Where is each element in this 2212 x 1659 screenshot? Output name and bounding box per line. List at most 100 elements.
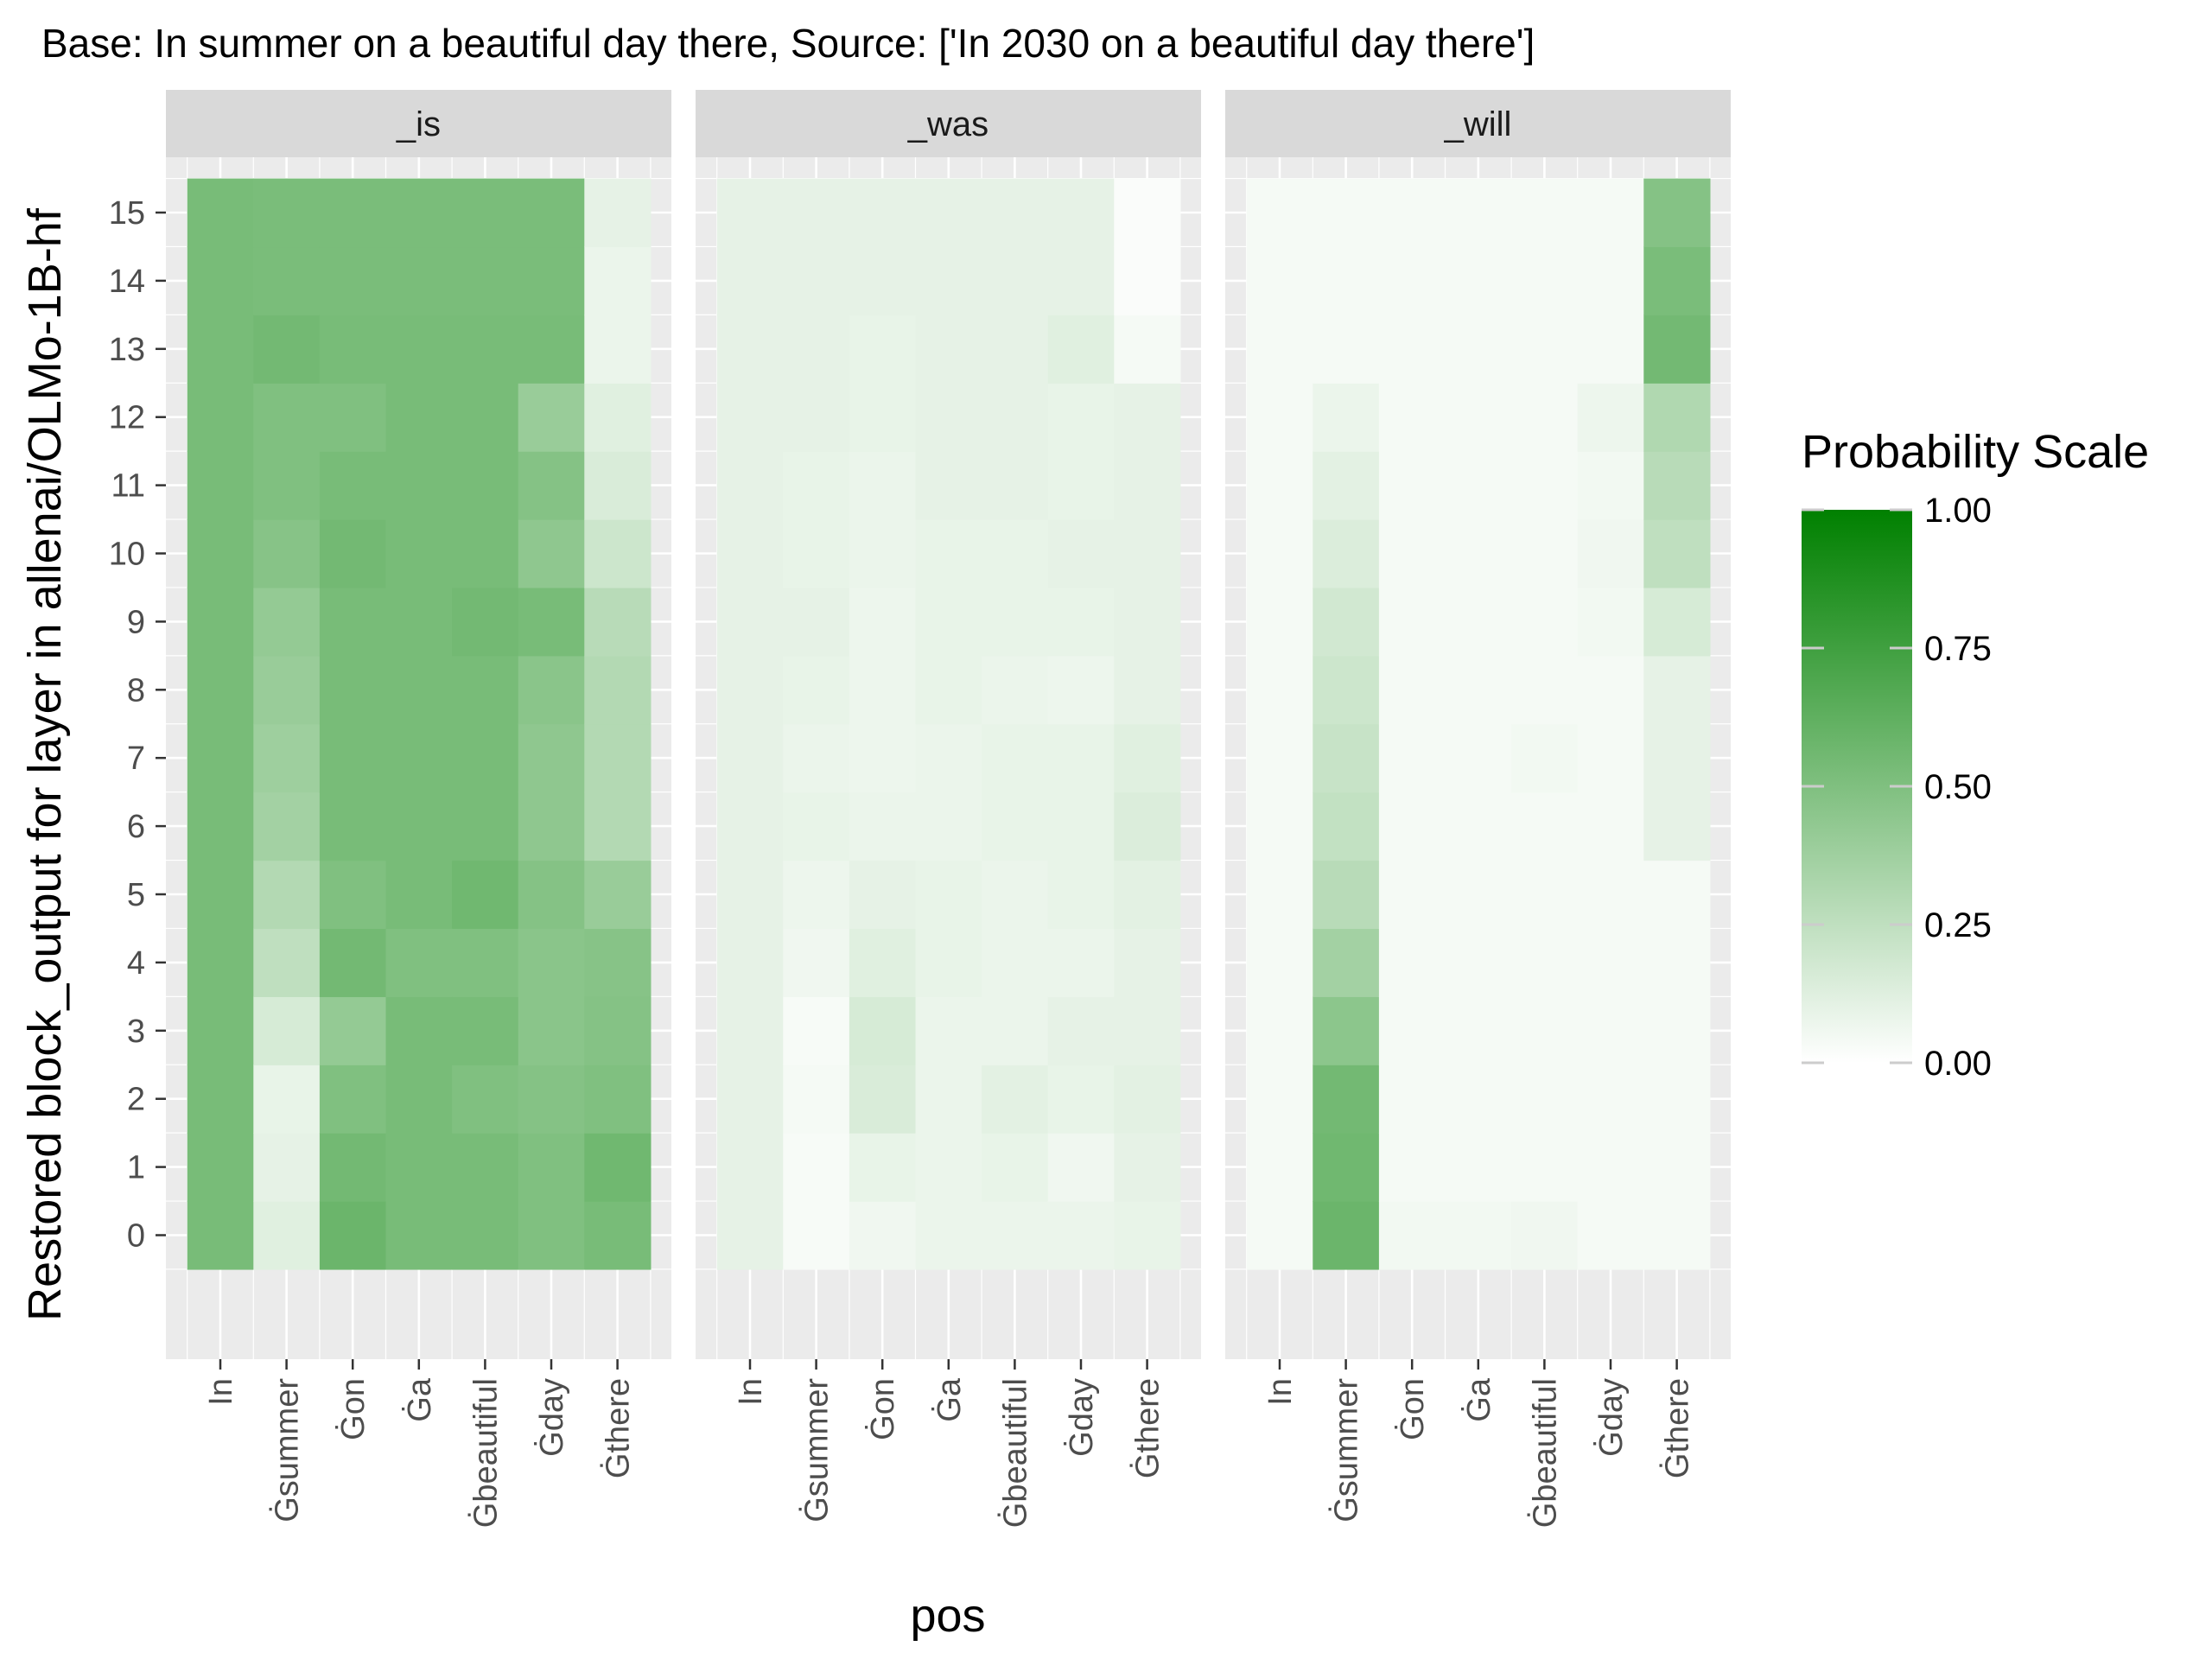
- heatmap-cell-was-0-13: [716, 315, 784, 384]
- heatmap-cell-is-0-5: [187, 860, 254, 930]
- heatmap-cell-will-1-8: [1313, 655, 1380, 725]
- heatmap-cell-is-4-11: [452, 451, 519, 520]
- heatmap-cell-is-2-12: [319, 383, 387, 452]
- heatmap-cell-will-0-9: [1246, 587, 1313, 657]
- heatmap-cell-is-1-10: [253, 519, 321, 588]
- heatmap-cell-was-3-1: [915, 1133, 982, 1202]
- y-tick-label: 11: [111, 468, 145, 505]
- heatmap-cell-is-2-5: [319, 860, 387, 930]
- heatmap-cell-is-6-3: [584, 996, 652, 1065]
- heatmap-cell-will-4-14: [1511, 246, 1579, 315]
- heatmap-cell-is-1-13: [253, 315, 321, 384]
- heatmap-cell-will-1-5: [1313, 860, 1380, 930]
- facet-strip: [696, 90, 1201, 157]
- heatmap-cell-was-6-14: [1114, 246, 1181, 315]
- facet-panel-will: _will In Ġsummer Ġon Ġa Ġbeautiful Ġday Ġthere: [1225, 90, 1731, 1528]
- heatmap-cell-will-4-10: [1511, 519, 1579, 588]
- heatmap-cell-will-2-2: [1378, 1065, 1446, 1134]
- heatmap-cell-will-3-2: [1445, 1065, 1512, 1134]
- heatmap-cell-was-1-13: [783, 315, 850, 384]
- heatmap-cell-will-3-13: [1445, 315, 1512, 384]
- heatmap-cell-was-6-2: [1114, 1065, 1181, 1134]
- heatmap-cell-is-0-10: [187, 519, 254, 588]
- heatmap-cell-was-0-8: [716, 655, 784, 725]
- heatmap-cell-was-5-3: [1047, 996, 1115, 1065]
- heatmap-cell-will-6-8: [1643, 655, 1711, 725]
- heatmap-cell-is-1-8: [253, 655, 321, 725]
- heatmap-cell-was-1-11: [783, 451, 850, 520]
- heatmap-cell-is-1-11: [253, 451, 321, 520]
- heatmap-cell-is-3-6: [385, 791, 453, 861]
- facet-strip: [1225, 90, 1731, 157]
- y-tick-label: 13: [109, 332, 145, 368]
- heatmap-cell-is-1-3: [253, 996, 321, 1065]
- x-tick-label: In: [203, 1378, 239, 1406]
- heatmap-cell-was-3-8: [915, 655, 982, 725]
- heatmap-cell-will-3-8: [1445, 655, 1512, 725]
- x-axis: In Ġsummer Ġon Ġa Ġbeautiful Ġday Ġthere: [733, 1359, 1166, 1528]
- heatmap-cell-will-2-11: [1378, 451, 1446, 520]
- heatmap-cell-was-3-0: [915, 1201, 982, 1270]
- facet-panel-is: _is In Ġsummer Ġon Ġa Ġbeautiful Ġday Ġthere: [166, 90, 671, 1528]
- heatmap-cell-is-0-1: [187, 1133, 254, 1202]
- x-tick-label: Ġbeautiful: [1525, 1378, 1563, 1528]
- heatmap-cell-will-6-2: [1643, 1065, 1711, 1134]
- heatmap-cell-is-4-8: [452, 655, 519, 725]
- heatmap-cell-will-2-0: [1378, 1201, 1446, 1270]
- x-tick-label: Ġon: [334, 1378, 372, 1440]
- heatmap-cell-is-6-7: [584, 723, 652, 793]
- heatmap-cell-will-4-11: [1511, 451, 1579, 520]
- heatmap-cell-is-6-13: [584, 315, 652, 384]
- y-tick-label: 1: [127, 1150, 145, 1186]
- x-tick-label: Ġsummer: [798, 1378, 836, 1522]
- heatmap-cell-was-5-5: [1047, 860, 1115, 930]
- heatmap-cell-was-3-9: [915, 587, 982, 657]
- heatmap-cell-is-1-7: [253, 723, 321, 793]
- heatmap-cell-is-1-5: [253, 860, 321, 930]
- heatmap-cell-will-2-5: [1378, 860, 1446, 930]
- heatmap-cell-will-4-8: [1511, 655, 1579, 725]
- heatmap-cell-was-3-2: [915, 1065, 982, 1134]
- heatmap-cell-was-4-11: [982, 451, 1049, 520]
- heatmap-cell-is-2-7: [319, 723, 387, 793]
- heatmap-cell-will-6-12: [1643, 383, 1711, 452]
- heatmap-cell-will-6-3: [1643, 996, 1711, 1065]
- y-tick-label: 0: [127, 1218, 145, 1255]
- heatmap-cell-will-3-3: [1445, 996, 1512, 1065]
- heatmap-cell-will-1-12: [1313, 383, 1380, 452]
- heatmap-cell-is-5-11: [518, 451, 585, 520]
- heatmap-cell-will-2-8: [1378, 655, 1446, 725]
- x-tick-label: Ġon: [1393, 1378, 1431, 1440]
- heatmap-cell-was-4-0: [982, 1201, 1049, 1270]
- heatmap-cell-was-4-4: [982, 928, 1049, 997]
- heatmap-cell-is-5-15: [518, 178, 585, 248]
- heatmap-cell-is-3-7: [385, 723, 453, 793]
- heatmap-cell-is-5-5: [518, 860, 585, 930]
- heatmap-cell-was-5-0: [1047, 1201, 1115, 1270]
- heatmap-cell-was-5-9: [1047, 587, 1115, 657]
- heatmap-cell-will-6-9: [1643, 587, 1711, 657]
- heatmap-tiles: [1246, 178, 1711, 1270]
- heatmap-cell-will-4-13: [1511, 315, 1579, 384]
- x-tick-label: In: [1262, 1378, 1299, 1406]
- heatmap-cell-will-4-4: [1511, 928, 1579, 997]
- heatmap-cell-was-3-5: [915, 860, 982, 930]
- heatmap-cell-will-5-5: [1577, 860, 1644, 930]
- heatmap-cell-is-4-0: [452, 1201, 519, 1270]
- heatmap-cell-is-5-3: [518, 996, 585, 1065]
- heatmap-cell-will-0-1: [1246, 1133, 1313, 1202]
- heatmap-cell-is-0-0: [187, 1201, 254, 1270]
- heatmap-cell-is-2-1: [319, 1133, 387, 1202]
- heatmap-cell-will-3-4: [1445, 928, 1512, 997]
- facet-strip: [166, 90, 671, 157]
- heatmap-cell-will-0-3: [1246, 996, 1313, 1065]
- heatmap-cell-was-5-7: [1047, 723, 1115, 793]
- heatmap-cell-will-2-4: [1378, 928, 1446, 997]
- heatmap-cell-was-5-12: [1047, 383, 1115, 452]
- heatmap-cell-will-2-7: [1378, 723, 1446, 793]
- legend-tick-label: 1.00: [1924, 492, 1992, 530]
- heatmap-cell-is-5-2: [518, 1065, 585, 1134]
- heatmap-cell-is-0-6: [187, 791, 254, 861]
- heatmap-cell-will-2-10: [1378, 519, 1446, 588]
- heatmap-cell-was-6-8: [1114, 655, 1181, 725]
